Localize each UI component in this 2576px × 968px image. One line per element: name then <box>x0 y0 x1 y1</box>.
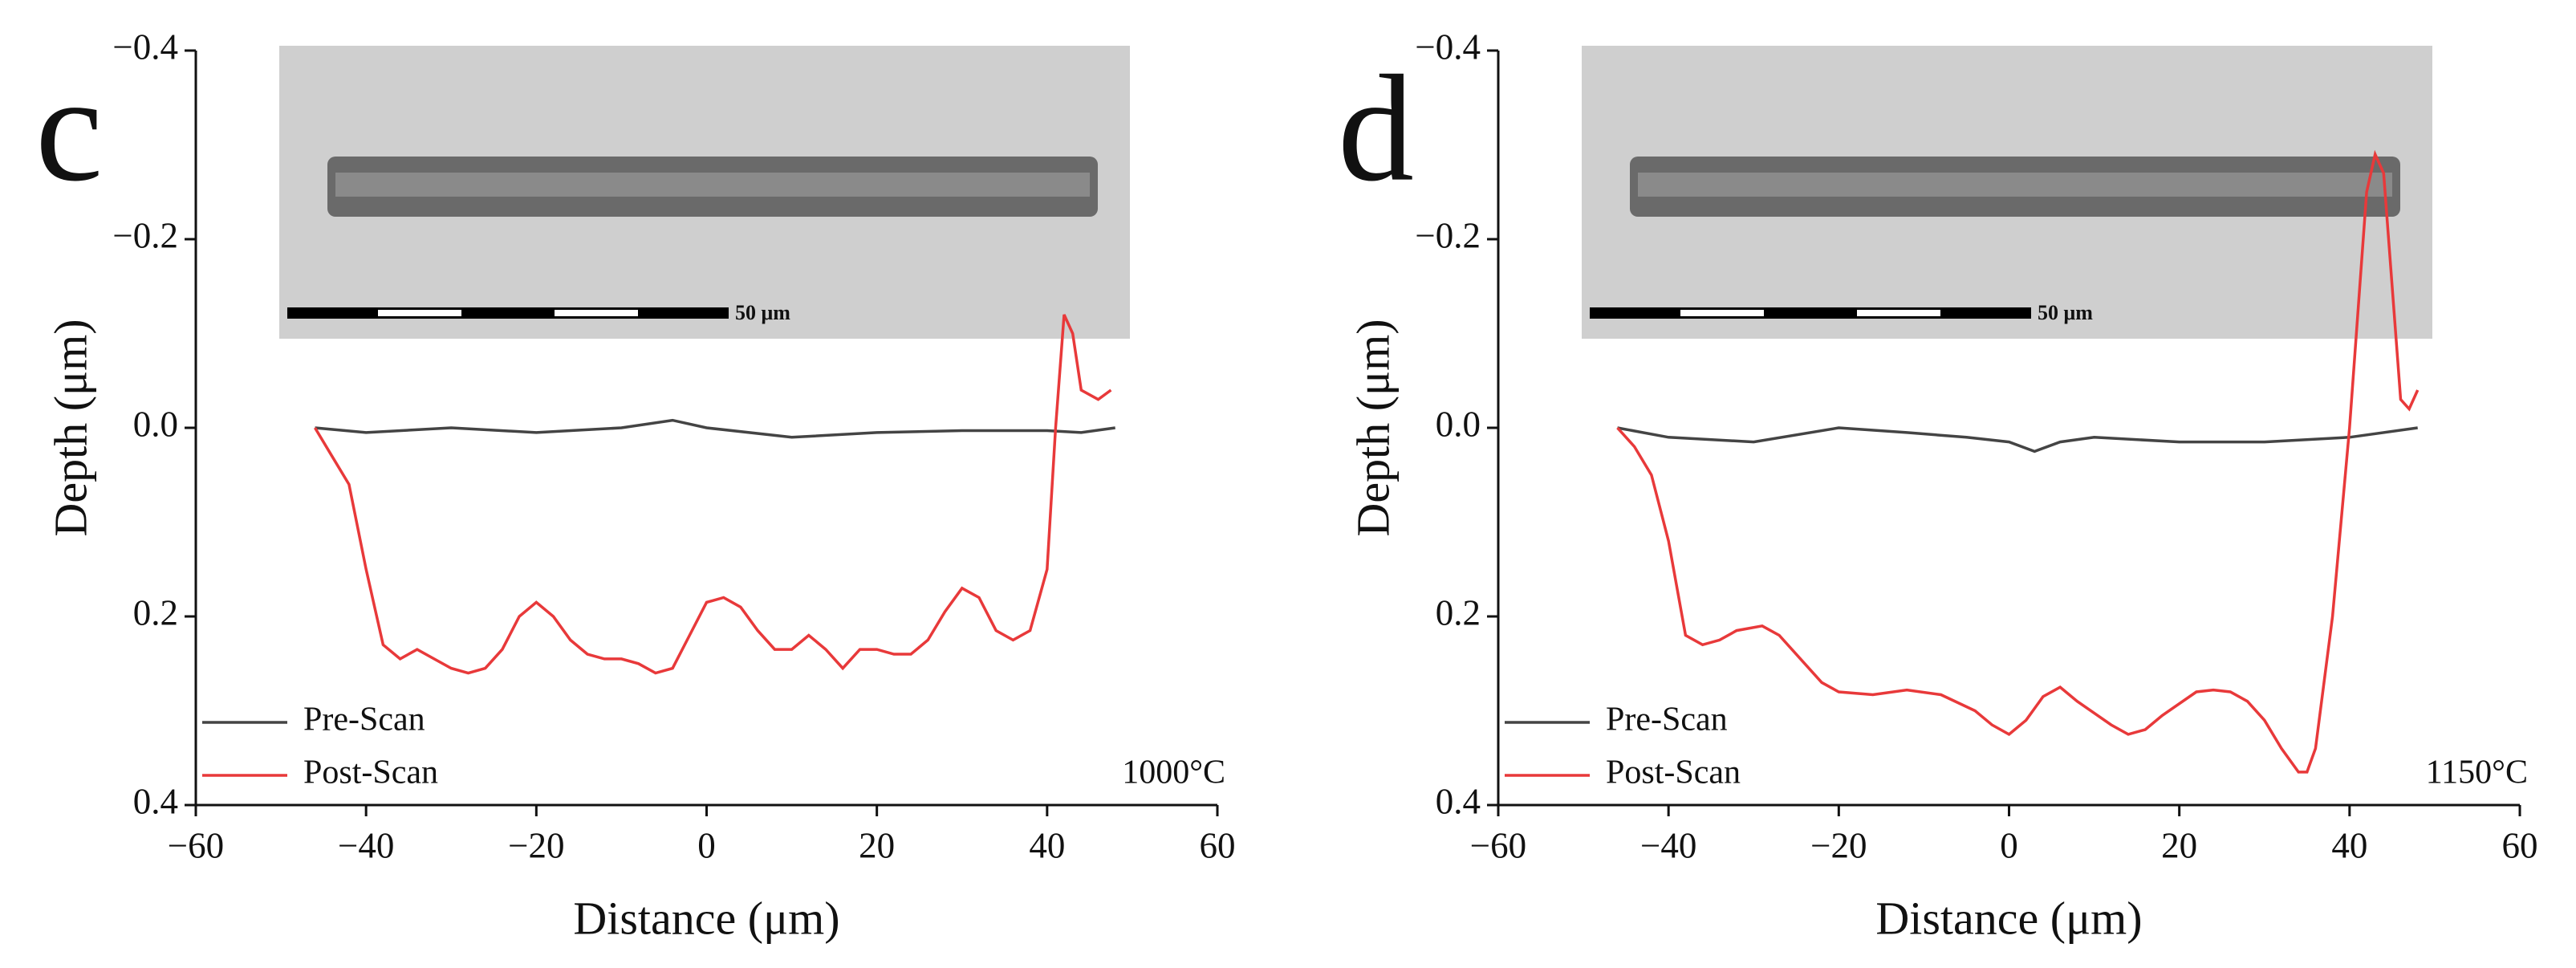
y-tick-label: −0.2 <box>112 215 178 255</box>
annotation: 1000°C <box>1122 754 1225 791</box>
y-axis-label: Depth (μm) <box>44 319 96 536</box>
y-axis-label: Depth (μm) <box>1347 319 1399 536</box>
data-line <box>315 418 1115 439</box>
x-tick-label: −20 <box>1810 825 1867 865</box>
data-line <box>1617 426 2418 453</box>
panel-label: d <box>1338 45 1414 214</box>
y-tick-label: 0.2 <box>1436 592 1481 632</box>
y-tick-label: 0.0 <box>1436 404 1481 444</box>
legend-label: Pre-Scan <box>1606 702 1728 738</box>
x-axis-label: Distance (μm) <box>1875 892 2142 944</box>
legend-label: Post-Scan <box>303 754 438 791</box>
x-tick-label: −20 <box>508 825 564 865</box>
data-line <box>313 314 1112 675</box>
panel-label: c <box>35 45 103 214</box>
x-axis-label: Distance (μm) <box>573 892 839 944</box>
legend-label: Pre-Scan <box>303 702 425 738</box>
x-tick-label: 60 <box>2502 825 2538 865</box>
x-tick-label: 40 <box>1029 825 1065 865</box>
x-tick-label: 60 <box>1200 825 1236 865</box>
x-tick-label: 20 <box>2161 825 2197 865</box>
scale-bar <box>1590 307 2031 319</box>
x-tick-label: 0 <box>697 825 716 865</box>
x-tick-label: −60 <box>1470 825 1526 865</box>
y-tick-label: 0.4 <box>133 781 178 821</box>
scale-bar-segment <box>1857 310 1940 316</box>
y-tick-label: −0.2 <box>1415 215 1481 255</box>
scale-bar-segment <box>555 310 638 316</box>
x-tick-label: −60 <box>168 825 224 865</box>
data-line <box>1616 149 2420 774</box>
x-tick-label: 0 <box>2000 825 2018 865</box>
x-tick-label: −40 <box>338 825 394 865</box>
legend-label: Post-Scan <box>1606 754 1741 791</box>
scale-bar-label: 50 μm <box>735 301 790 324</box>
scale-bar <box>287 307 729 319</box>
scale-bar-segment <box>1680 310 1764 316</box>
y-tick-label: 0.4 <box>1436 781 1481 821</box>
y-tick-label: 0.0 <box>133 404 178 444</box>
scale-bar-label: 50 μm <box>2038 301 2093 324</box>
annotation: 1150°C <box>2426 754 2528 791</box>
x-tick-label: −40 <box>1640 825 1696 865</box>
x-tick-label: 20 <box>859 825 895 865</box>
x-tick-label: 40 <box>2331 825 2367 865</box>
scratch-track-core <box>1638 173 2392 197</box>
y-tick-label: 0.2 <box>133 592 178 632</box>
scratch-track-core <box>335 173 1090 197</box>
y-tick-label: −0.4 <box>112 26 178 67</box>
scale-bar-segment <box>378 310 461 316</box>
y-tick-label: −0.4 <box>1415 26 1481 67</box>
